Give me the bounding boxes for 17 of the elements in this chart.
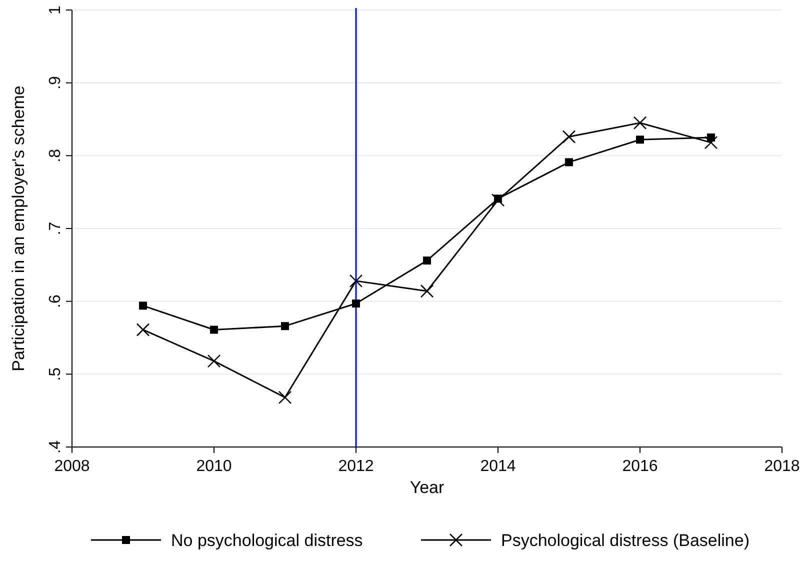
x-tick-label: 2016 [622,458,658,475]
legend-label: Psychological distress (Baseline) [501,531,750,550]
x-tick-label: 2014 [480,458,516,475]
x-axis-title: Year [410,478,445,497]
x-tick-label: 2012 [338,458,374,475]
y-tick-label: .4 [47,440,64,454]
x-tick-label: 2018 [764,458,800,475]
y-tick-label: .8 [47,148,64,162]
legend-label: No psychological distress [171,531,363,550]
y-tick-label: .7 [47,222,64,236]
x-tick-label: 2010 [196,458,232,475]
x-tick-label: 2008 [54,458,90,475]
y-axis-title: Participation in an employer's scheme [9,86,28,372]
y-tick-label: .9 [47,76,64,90]
y-tick-label: .5 [47,367,64,381]
y-tick-label: .6 [47,294,64,308]
y-tick-label: 1 [47,5,64,14]
